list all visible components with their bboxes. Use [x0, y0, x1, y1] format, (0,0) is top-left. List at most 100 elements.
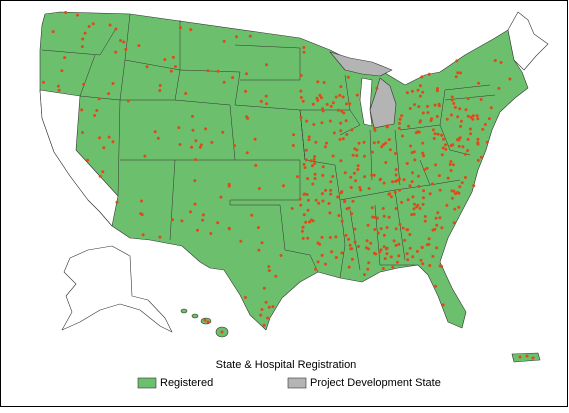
- hospital-marker: [216, 69, 220, 73]
- hospital-marker: [476, 158, 480, 162]
- hospital-marker: [385, 226, 389, 229]
- hospital-marker: [302, 213, 306, 217]
- hospital-marker: [76, 13, 79, 17]
- hospital-marker: [328, 211, 332, 215]
- hospital-marker: [385, 252, 389, 256]
- hospital-marker: [412, 207, 416, 211]
- hospital-marker: [265, 102, 269, 106]
- hospital-marker: [421, 151, 425, 155]
- hospital-marker: [339, 121, 343, 125]
- hospital-marker: [254, 163, 258, 167]
- hospital-marker: [343, 199, 347, 203]
- hospital-marker: [449, 160, 453, 164]
- hospital-marker: [250, 213, 254, 217]
- hospital-marker: [402, 178, 406, 182]
- hospital-marker: [345, 102, 348, 106]
- hospital-marker: [194, 139, 198, 143]
- hospital-marker: [56, 84, 60, 88]
- hospital-marker: [305, 119, 309, 123]
- hospital-marker: [427, 237, 431, 241]
- hospital-marker: [460, 119, 463, 123]
- hospital-marker: [191, 114, 194, 118]
- hospital-marker: [122, 40, 126, 44]
- hospital-marker: [352, 171, 356, 175]
- hospital-marker: [371, 215, 375, 219]
- hospital-marker: [306, 208, 310, 212]
- hospital-marker: [421, 111, 425, 115]
- hospital-marker: [353, 227, 357, 231]
- hospital-marker: [389, 195, 393, 199]
- hospital-marker: [400, 114, 404, 118]
- hospital-marker: [394, 227, 398, 231]
- hospital-marker: [325, 102, 329, 106]
- hospital-marker: [436, 132, 440, 136]
- hospital-marker: [453, 207, 457, 211]
- hospital-marker: [476, 141, 480, 145]
- hospital-marker: [435, 115, 439, 118]
- hospital-marker: [321, 109, 325, 113]
- hospital-marker: [329, 180, 333, 184]
- hospital-marker: [479, 98, 483, 101]
- hospital-marker: [347, 206, 351, 210]
- hospital-marker: [348, 243, 352, 247]
- hospital-marker: [476, 137, 480, 141]
- hospital-marker: [334, 95, 338, 99]
- hospital-marker: [86, 158, 90, 162]
- hospital-marker: [210, 140, 214, 144]
- hospital-marker: [457, 191, 461, 195]
- hospital-marker: [403, 238, 407, 242]
- hospital-marker: [479, 155, 483, 159]
- hospital-marker: [372, 141, 376, 145]
- hospital-marker: [421, 90, 425, 94]
- hospital-marker: [318, 93, 322, 97]
- hospital-marker: [375, 86, 379, 90]
- hospital-marker: [398, 117, 402, 121]
- hospital-marker: [300, 229, 304, 233]
- hospital-marker: [189, 28, 193, 32]
- hospital-marker: [414, 131, 418, 135]
- hospital-marker: [145, 65, 149, 69]
- hospital-marker: [388, 148, 392, 152]
- hospital-marker: [435, 89, 439, 93]
- hospital-marker: [296, 175, 299, 179]
- hospital-marker: [362, 140, 366, 144]
- hospital-marker: [194, 158, 198, 162]
- hospital-marker: [340, 251, 344, 255]
- hospital-marker: [398, 222, 402, 226]
- hospital-marker: [452, 221, 456, 225]
- hospital-marker: [311, 102, 315, 106]
- hospital-marker: [353, 147, 357, 151]
- hospital-marker: [111, 140, 115, 144]
- hospital-marker: [450, 98, 454, 102]
- hospital-marker: [190, 145, 194, 149]
- hospital-marker: [444, 147, 448, 151]
- hospital-marker: [415, 205, 419, 209]
- hospital-marker: [417, 174, 420, 178]
- hospital-marker: [423, 168, 426, 172]
- hospital-marker: [456, 71, 460, 75]
- hospital-marker: [302, 50, 306, 54]
- hospital-marker: [367, 261, 371, 265]
- hospital-marker: [381, 207, 385, 210]
- hospital-marker: [239, 239, 243, 243]
- hospital-marker: [469, 115, 473, 119]
- hospital-marker: [302, 192, 306, 196]
- hospital-marker: [80, 108, 84, 112]
- hospital-marker: [340, 109, 344, 113]
- hospital-marker: [477, 81, 481, 85]
- hospital-marker: [299, 74, 303, 77]
- hospital-marker: [382, 233, 386, 237]
- legend-label: Project Development State: [310, 377, 441, 389]
- hospital-marker: [235, 35, 238, 39]
- hospital-marker: [431, 182, 434, 186]
- hospital-marker: [359, 188, 363, 192]
- hospital-marker: [397, 177, 401, 181]
- legend-swatch: [287, 377, 307, 389]
- hospital-marker: [382, 181, 386, 185]
- hospital-marker: [301, 99, 305, 103]
- hospital-marker: [427, 72, 431, 76]
- hospital-marker: [382, 143, 385, 147]
- hospital-marker: [438, 216, 442, 220]
- hospital-marker: [107, 92, 111, 96]
- hospital-marker: [355, 154, 359, 158]
